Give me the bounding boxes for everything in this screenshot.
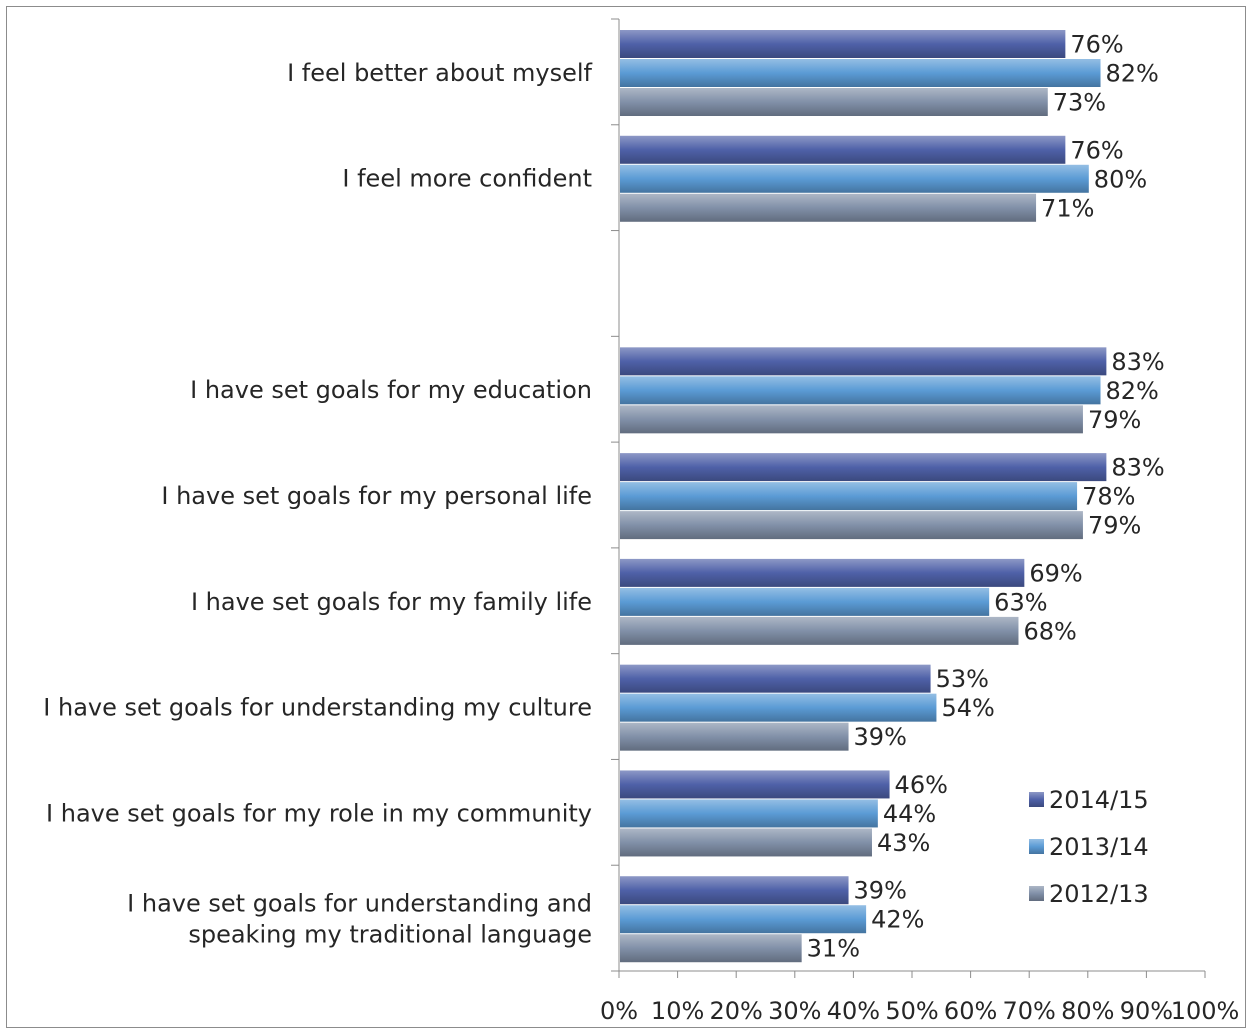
category-label: I feel better about myself	[287, 59, 592, 87]
x-tick-label: 0%	[600, 997, 638, 1025]
bar	[620, 876, 849, 905]
category-label: I have set goals for my family life	[191, 588, 592, 616]
data-label: 71%	[1041, 194, 1094, 222]
legend-label: 2014/15	[1049, 786, 1149, 814]
category-label: I have set goals for my personal life	[161, 482, 592, 510]
bar	[620, 511, 1083, 540]
x-tick-label: 70%	[1003, 997, 1056, 1025]
bar	[620, 30, 1066, 58]
category-label: I feel more confident	[342, 165, 592, 193]
bar	[620, 616, 1019, 645]
category-label: I have set goals for understanding and	[127, 890, 592, 918]
legend-swatch	[1029, 839, 1044, 854]
data-label: 76%	[1070, 31, 1123, 59]
data-label: 83%	[1111, 348, 1164, 376]
x-tick-label: 100%	[1171, 997, 1240, 1025]
bar	[620, 934, 802, 963]
data-label: 79%	[1088, 512, 1141, 540]
category-label: I have set goals for my education	[190, 376, 592, 404]
x-tick-label: 80%	[1061, 997, 1114, 1025]
data-label: 43%	[877, 829, 930, 857]
bar	[620, 405, 1083, 434]
category-label: I have set goals for my role in my commu…	[46, 799, 592, 827]
data-label: 78%	[1082, 483, 1135, 511]
data-label: 82%	[1106, 377, 1159, 405]
data-label: 83%	[1111, 454, 1164, 482]
bar	[620, 193, 1037, 222]
bar	[620, 558, 1025, 587]
bar	[620, 664, 931, 693]
legend-label: 2013/14	[1049, 833, 1149, 861]
bar	[620, 135, 1066, 164]
bar	[620, 905, 867, 934]
data-label: 73%	[1053, 89, 1106, 117]
legend-swatch	[1029, 886, 1044, 901]
bar	[620, 799, 878, 828]
bar	[620, 453, 1107, 482]
x-tick-label: 60%	[944, 997, 997, 1025]
x-tick-label: 10%	[651, 997, 704, 1025]
data-label: 63%	[994, 588, 1047, 616]
x-tick-label: 90%	[1120, 997, 1173, 1025]
bar	[620, 482, 1078, 511]
bar	[620, 693, 937, 722]
data-label: 39%	[854, 877, 907, 905]
data-label: 76%	[1070, 136, 1123, 164]
data-label: 39%	[854, 723, 907, 751]
x-tick-label: 20%	[710, 997, 763, 1025]
category-label: I have set goals for understanding my cu…	[43, 694, 592, 722]
bar	[620, 164, 1089, 193]
bar	[620, 828, 872, 857]
data-label: 69%	[1029, 559, 1082, 587]
bar	[620, 88, 1048, 116]
data-label: 53%	[936, 665, 989, 693]
bar	[620, 347, 1107, 376]
data-label: 79%	[1088, 406, 1141, 434]
data-label: 42%	[871, 906, 924, 934]
bar	[620, 59, 1101, 87]
data-label: 54%	[941, 694, 994, 722]
bar	[620, 722, 849, 751]
data-label: 31%	[807, 935, 860, 963]
x-tick-label: 30%	[768, 997, 821, 1025]
bar	[620, 587, 990, 616]
category-label: speaking my traditional language	[188, 921, 592, 949]
data-label: 82%	[1106, 60, 1159, 88]
data-label: 46%	[895, 771, 948, 799]
x-tick-label: 40%	[827, 997, 880, 1025]
bar	[620, 770, 890, 799]
data-label: 68%	[1023, 617, 1076, 645]
x-tick-label: 50%	[885, 997, 938, 1025]
bar	[620, 376, 1101, 405]
data-label: 44%	[883, 800, 936, 828]
legend-swatch	[1029, 792, 1044, 807]
legend-label: 2012/13	[1049, 880, 1149, 908]
data-label: 80%	[1094, 165, 1147, 193]
